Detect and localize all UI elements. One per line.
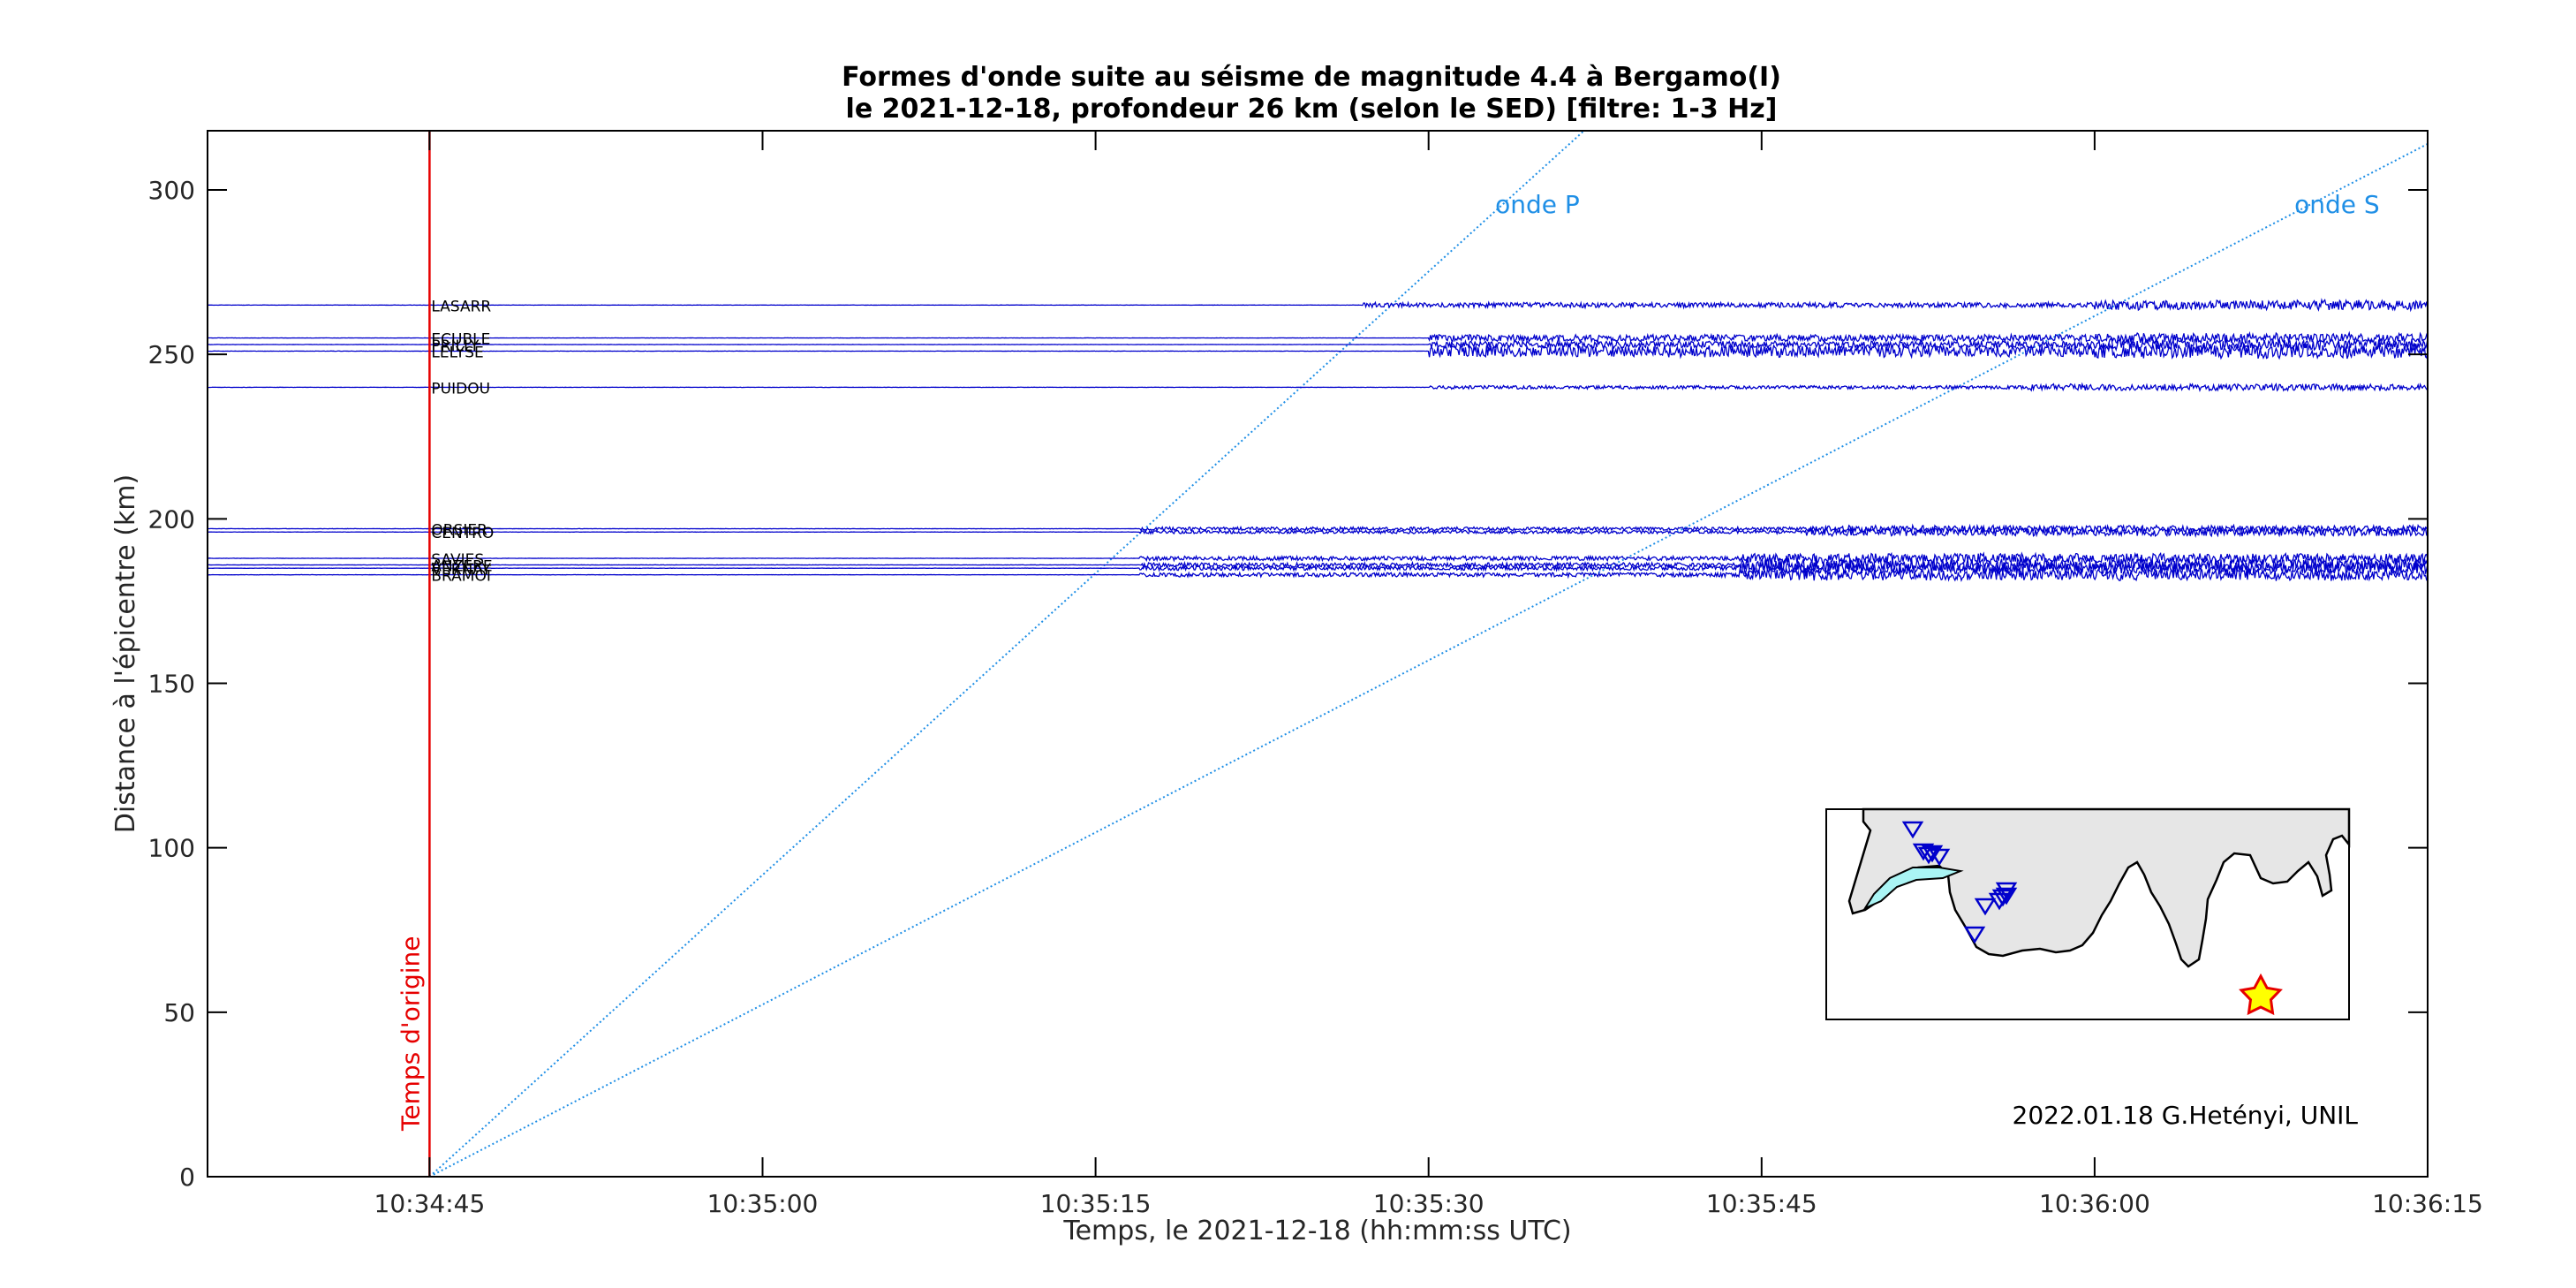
waveform-trace: [208, 341, 2428, 360]
waveform-trace: [208, 330, 2428, 345]
x-tick-label: 10:35:00: [707, 1189, 819, 1218]
waveform-trace: [208, 551, 2428, 566]
x-tick-label: 10:35:45: [1706, 1189, 1817, 1218]
origin-time-label: Temps d'origine: [396, 936, 425, 1132]
map-station-markers: [1901, 821, 2018, 944]
station-marker: [1974, 898, 1997, 916]
x-axis: 10:34:45 10:35:00 10:35:15 10:35:30 10:35:45…: [374, 131, 2483, 1218]
x-axis-label: Temps, le 2021-12-18 (hh:mm:ss UTC): [1062, 1216, 1571, 1246]
station-label: SAVIES: [431, 551, 484, 569]
waveform-trace: [208, 337, 2428, 353]
waveform-trace: [208, 525, 2428, 538]
waveform-trace: [208, 298, 2428, 313]
y-tick-label: 50: [163, 998, 195, 1027]
station-label: LELYSE: [431, 344, 483, 361]
y-axis: 0 50 100 150 200 250 300: [148, 176, 2428, 1192]
waveform-traces: [208, 298, 2428, 583]
credit-text: 2022.01.18 G.Hetényi, UNIL: [2013, 1101, 2359, 1130]
wave-labels: onde P onde S: [1495, 190, 2380, 219]
waveform-trace: [208, 382, 2428, 393]
station-marker: [1901, 821, 1924, 839]
station-label: VERNAY: [431, 561, 491, 579]
station-marker: [1917, 846, 1940, 865]
station-marker: [1995, 882, 2018, 900]
station-marker: [1988, 892, 2011, 911]
x-tick-label: 10:34:45: [374, 1189, 486, 1218]
waveform-trace: [208, 523, 2428, 534]
station-label: LASARR: [431, 298, 491, 315]
y-tick-label: 200: [148, 504, 195, 534]
station-marker: [1995, 887, 2018, 905]
station-marker: [1963, 926, 1986, 944]
y-tick-label: 0: [179, 1163, 195, 1192]
x-tick-label: 10:35:30: [1373, 1189, 1484, 1218]
station-label: PUIDOU: [431, 380, 490, 398]
waveform-trace: [208, 566, 2428, 583]
station-label: PRILLY: [431, 337, 480, 355]
origin-time-group: Temps d'origine: [396, 131, 431, 1177]
inset-map: [1825, 807, 2351, 1020]
station-label: ECUBLE: [431, 331, 490, 349]
wave-label: onde S: [2294, 190, 2380, 219]
chart-title: Formes d'onde suite au séisme de magnitu…: [842, 62, 1781, 93]
y-tick-label: 300: [148, 176, 195, 205]
y-tick-label: 100: [148, 834, 195, 863]
station-label: BRAMOI: [431, 568, 490, 586]
axes-frame: [207, 130, 2429, 1178]
x-tick-label: 10:36:15: [2372, 1189, 2483, 1218]
x-tick-label: 10:35:15: [1040, 1189, 1152, 1218]
wave-lines: [428, 131, 2428, 1177]
wave-line-onde-p: [428, 131, 1585, 1177]
station-marker: [1921, 845, 1944, 863]
lake-geneva: [1862, 867, 1964, 911]
y-tick-label: 250: [148, 340, 195, 369]
station-label: ANZERE: [431, 557, 492, 575]
station-label: ORSIER: [431, 522, 487, 540]
x-tick-label: 10:36:00: [2039, 1189, 2150, 1218]
plot-area: Temps d'origine LASARR ECUBLEPRILLYLELYSE…: [208, 131, 2428, 1177]
station-marker: [1928, 848, 1951, 867]
epicenter-star-icon: [2239, 973, 2283, 1016]
wave-label: onde P: [1495, 190, 1580, 219]
chart-subtitle: le 2021-12-18, profondeur 26 km (selon l…: [846, 94, 1778, 125]
y-tick-label: 150: [148, 670, 195, 699]
waveform-trace: [208, 560, 2428, 576]
station-label: CENTRO: [431, 525, 494, 542]
y-axis-label: Distance à l'épicentre (km): [110, 474, 141, 833]
